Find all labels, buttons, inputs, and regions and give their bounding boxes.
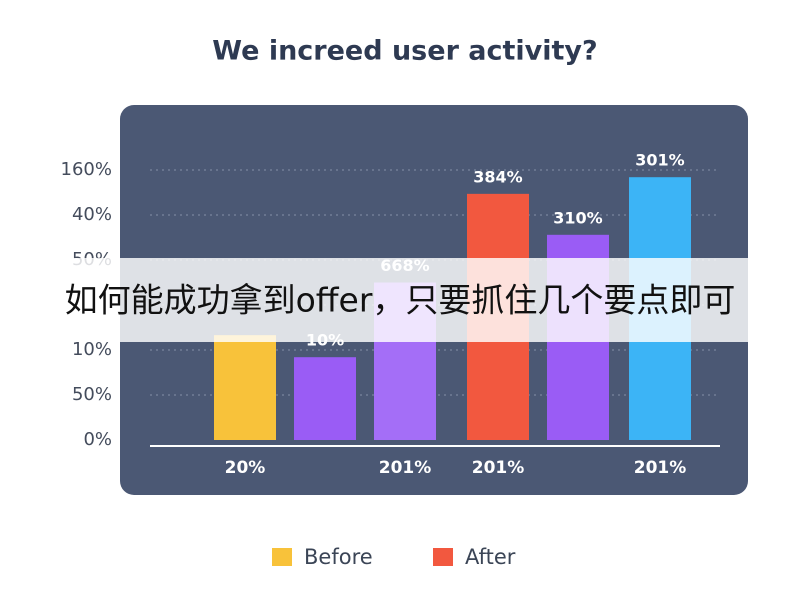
data-label: 301% — [635, 151, 684, 170]
y-tick-label: 50% — [72, 384, 112, 405]
banner-text: 如何能成功拿到offer，只要抓住几个要点即可 — [65, 281, 736, 320]
x-tick-label: 20% — [225, 458, 266, 478]
legend-label: Before — [304, 545, 373, 569]
legend-swatch — [272, 548, 292, 566]
data-label: 310% — [553, 208, 602, 227]
bar — [214, 335, 276, 440]
banner — [0, 258, 800, 342]
y-tick-label: 160% — [61, 159, 112, 180]
chart-title: We increed user activity? — [212, 36, 597, 67]
y-tick-label: 40% — [72, 204, 112, 225]
legend-swatch — [433, 548, 453, 566]
x-tick-label: 201% — [472, 458, 525, 478]
bar — [294, 357, 356, 440]
y-tick-label: 10% — [72, 339, 112, 360]
x-tick-label: 201% — [634, 458, 687, 478]
legend-label: After — [465, 545, 516, 569]
data-label: 384% — [473, 167, 522, 186]
y-tick-label: 0% — [83, 429, 112, 450]
x-tick-label: 201% — [379, 458, 432, 478]
